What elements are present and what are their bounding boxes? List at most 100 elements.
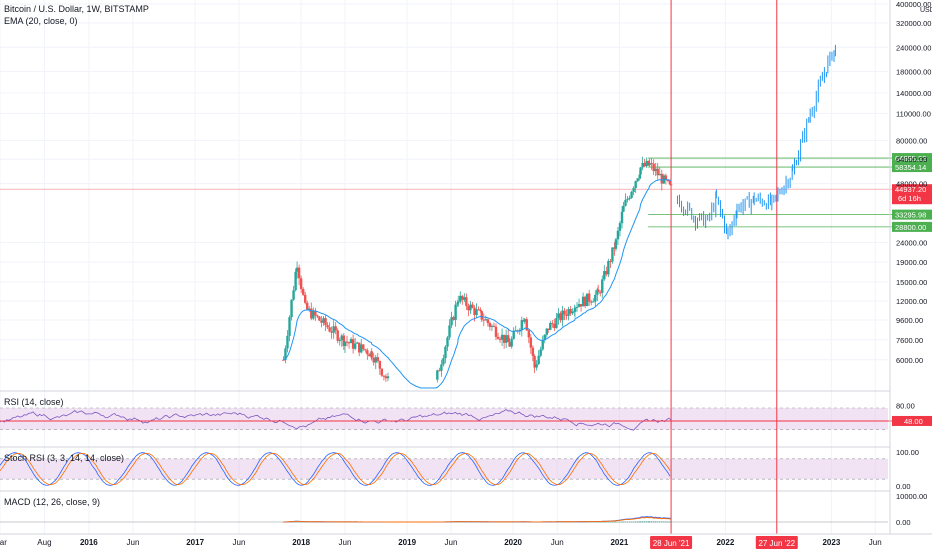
legend: Bitcoin / U.S. Dollar, 1W, BITSTAMP EMA …: [4, 3, 149, 27]
currency-label: USD: [920, 7, 932, 14]
candle-body: [438, 370, 441, 372]
macd-hist-bar: [450, 521, 453, 523]
macd-hist-bar: [588, 521, 590, 523]
candle-body: [613, 247, 616, 249]
candle-body: [303, 294, 307, 303]
candle-body: [342, 335, 346, 346]
price-level-label: 28800.00: [895, 223, 926, 232]
candle-body: [484, 319, 488, 321]
candle-body: [652, 163, 655, 172]
candle-body: [508, 342, 511, 347]
ema-line: [283, 179, 672, 389]
candle-body: [312, 310, 315, 319]
stoch-title[interactable]: Stoch RSI (3, 3, 14, 14, close): [4, 453, 125, 463]
time-marker-label: 27 Jun '22: [758, 539, 795, 548]
macd-hist-bar: [590, 521, 592, 523]
candle-body: [660, 173, 663, 184]
candle-body: [601, 279, 604, 293]
candle-body: [614, 239, 618, 249]
candle-body: [316, 315, 319, 317]
macd-hist-bar: [477, 521, 480, 523]
candle-body: [454, 304, 457, 320]
candle-body: [618, 223, 622, 231]
candle-body: [529, 337, 533, 348]
macd-title[interactable]: MACD (12, 26, close, 9): [4, 497, 101, 507]
candle-body: [360, 344, 363, 353]
candle-body: [334, 326, 337, 331]
macd-hist-bar: [316, 521, 318, 523]
candle-body: [628, 197, 631, 199]
candle-body: [338, 340, 341, 342]
candle-body: [587, 293, 591, 302]
price-level-tag: [892, 184, 932, 205]
price-level-tag: [892, 209, 932, 220]
candle-body: [308, 308, 311, 310]
candle-body: [624, 199, 627, 206]
symbol-title[interactable]: Bitcoin / U.S. Dollar, 1W, BITSTAMP: [4, 4, 149, 14]
candle-body: [496, 336, 500, 339]
candle-body: [547, 328, 550, 330]
candle-body: [480, 311, 483, 320]
macd-hist-bar: [288, 521, 291, 523]
macd-hist-bar: [310, 521, 312, 523]
price-level-label: 33295.98: [895, 211, 926, 220]
macd-hist-bar: [318, 521, 321, 523]
candle-body: [648, 163, 651, 166]
candle-body: [457, 301, 460, 303]
candle-body: [442, 358, 445, 365]
candle-body: [636, 178, 639, 182]
rsi-title[interactable]: RSI (14, close): [4, 397, 64, 407]
candle-body: [461, 295, 464, 300]
rsi-value-tag: [892, 415, 932, 426]
candle-body: [370, 351, 373, 358]
candle-body: [450, 317, 453, 326]
candle-body: [643, 162, 646, 167]
y-tick-label: 15000.00: [896, 278, 927, 287]
candle-body: [569, 309, 572, 314]
candle-body: [561, 310, 564, 321]
macd-hist-bar: [599, 521, 601, 523]
candle-body: [372, 357, 375, 363]
price-level-label: 44937.20: [895, 185, 926, 194]
candle-body: [353, 343, 357, 349]
macd-hist-bar: [597, 521, 599, 523]
candle-body: [668, 180, 672, 185]
candle-body: [575, 306, 579, 308]
candle-body: [626, 198, 629, 200]
macd-hist-bar: [312, 521, 314, 523]
price-level-sublabel: 6d 16h: [898, 194, 921, 203]
macd-hist-bar: [571, 521, 574, 523]
candle-body: [557, 313, 560, 319]
candle-body: [320, 320, 323, 323]
candle-body: [559, 313, 562, 321]
macd-hist-bar: [292, 521, 295, 523]
x-tick-label: 2016: [80, 538, 98, 547]
candle-body: [322, 318, 325, 323]
candle-body: [467, 306, 470, 311]
candle-body: [592, 301, 595, 303]
candle-body: [297, 267, 301, 279]
candle-body: [520, 320, 524, 330]
candle-body: [340, 335, 343, 341]
y-tick-label: 9600.00: [896, 316, 923, 325]
signal-line: [283, 516, 672, 523]
x-tick-label: 2022: [716, 538, 734, 547]
macd-hist-bar: [322, 521, 325, 523]
y-tick-label: 180000.00: [896, 68, 931, 77]
candle-body: [656, 168, 659, 176]
candle-body: [488, 323, 492, 327]
candle-body: [469, 304, 472, 311]
candle-body: [473, 307, 476, 316]
candle-body: [492, 325, 496, 327]
candle-body: [596, 289, 600, 293]
candle-body: [362, 344, 365, 350]
x-tick-label: 2019: [398, 538, 416, 547]
candle-body: [310, 308, 313, 319]
candle-body: [638, 174, 641, 179]
candle-body: [299, 278, 303, 290]
macd-hist-bar: [300, 521, 302, 523]
ema-legend[interactable]: EMA (20, close, 0): [4, 16, 78, 26]
candle-body: [525, 319, 528, 331]
candle-body: [292, 290, 295, 300]
